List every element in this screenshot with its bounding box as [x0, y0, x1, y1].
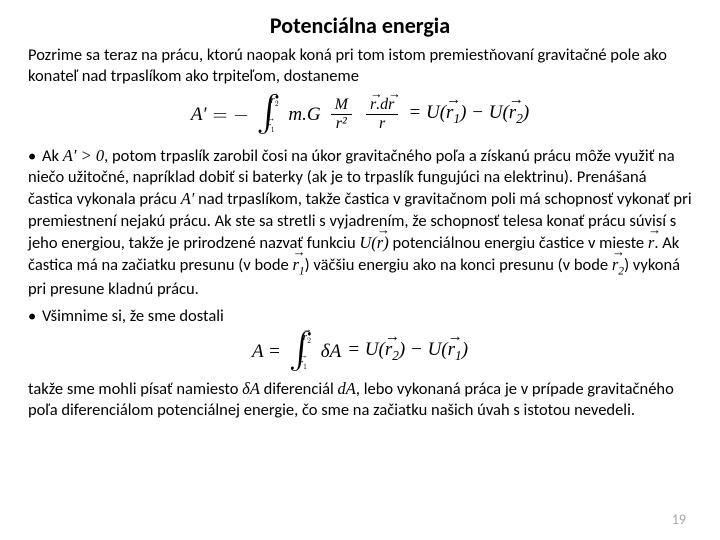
intro-paragraph: Pozrime sa teraz na prácu, ktorú naopak … — [28, 45, 692, 86]
b1-pre: Ak — [42, 146, 63, 166]
b3-dA: δA — [242, 379, 260, 398]
eq1-int-lower: r1 — [266, 120, 274, 135]
eq1-frac1-num: M — [331, 96, 352, 115]
eq2-int-upper: r2 — [303, 331, 311, 346]
eq1-lhs: A′ — [191, 104, 207, 126]
eq1-eq-minus: = − — [213, 103, 249, 126]
eq1-frac1-den: r² — [331, 115, 352, 133]
eq1-int-upper: r2 — [270, 94, 278, 109]
b1-cond: A′ > 0 — [63, 146, 104, 165]
b2-text: Všimnime si, že sme dostali — [42, 306, 224, 326]
b1-rvec: r — [648, 233, 654, 252]
page-number: 19 — [672, 511, 686, 528]
bullet-dot-icon: • — [28, 306, 42, 327]
eq1-frac2-num: r.dr — [366, 96, 398, 115]
eq2-integrand: δA — [321, 341, 341, 363]
eq2-rhs: = U(r2) − U(r1) — [347, 339, 468, 364]
b1-t3: potenciálnou energiu častice v mieste — [389, 233, 648, 253]
bullet-dot-icon: • — [28, 146, 42, 167]
b1-r1: r1 — [292, 255, 304, 274]
eq2-lhs: A = — [252, 341, 281, 363]
eq1-frac1: M r² — [331, 96, 352, 133]
b1-apr: A′ — [181, 189, 195, 208]
eq1-integral: ∫ r2 r1 — [256, 100, 280, 129]
equation-2: A = ∫ r2 r1 δA = U(r2) − U(r1) — [28, 337, 692, 366]
equation-1: A′ = − ∫ r2 r1 m.G M r² r.dr r = U(r1) −… — [28, 96, 692, 133]
eq2-integral: ∫ r2 r1 — [289, 337, 313, 366]
eq1-frac2: r.dr r — [366, 96, 398, 133]
bullet-1: •Ak A′ > 0, potom trpaslík zarobil čosi … — [28, 145, 692, 300]
eq1-rhs: = U(r1) − U(r2) — [408, 102, 529, 127]
slide-title: Potenciálna energia — [28, 12, 692, 39]
slide-container: Potenciálna energia Pozrime sa teraz na … — [0, 0, 720, 540]
bullet-2: •Všimnime si, že sme dostali — [28, 306, 692, 327]
b3-ddA: dA — [338, 379, 356, 398]
eq2-int-lower: r1 — [299, 357, 307, 372]
b3-mid: diferenciál — [260, 379, 338, 399]
b1-t5: ) väčšiu energiu ako na konci presunu (v… — [305, 255, 612, 275]
bullet-3: takže sme mohli písať namiesto δA difere… — [28, 378, 692, 421]
b3-pre: takže sme mohli písať namiesto — [28, 379, 242, 399]
b1-ufn: U(r) — [359, 233, 388, 252]
b1-r2: r2 — [612, 255, 624, 274]
eq1-mG: m.G — [288, 104, 320, 126]
eq1-frac2-den: r — [366, 115, 398, 133]
